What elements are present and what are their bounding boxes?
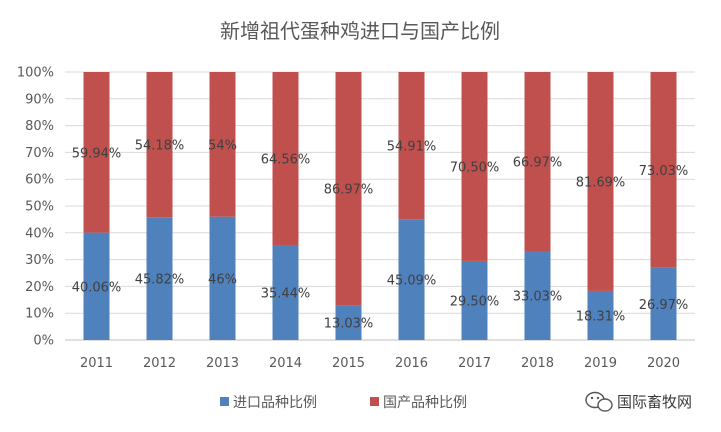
chart-title: 新增祖代蛋种鸡进口与国产比例 [220,19,500,43]
bar-segment [272,245,299,340]
bar-segment [209,72,236,217]
data-label: 35.44% [261,287,311,302]
y-tick-label: 30% [25,253,54,268]
bar-segment [398,72,425,220]
bar-segment [587,290,614,340]
x-tick-label: 2012 [143,356,176,371]
bar-segment [83,232,110,340]
watermark-text: 国际畜牧网 [617,393,692,411]
data-label: 59.94% [72,146,122,161]
bar-segment [83,72,110,233]
bar-segment [272,72,299,246]
bar-segment [524,251,551,340]
bar-segment [146,217,173,340]
data-label: 54% [208,138,237,153]
data-label: 29.50% [450,294,500,309]
y-tick-label: 60% [25,173,54,188]
data-label: 26.97% [639,298,689,313]
x-tick-label: 2015 [332,356,365,371]
y-tick-label: 20% [25,280,54,295]
data-label: 33.03% [513,290,563,305]
y-tick-label: 40% [25,226,54,241]
data-label: 73.03% [639,164,689,179]
bar-segment [587,72,614,291]
x-tick-label: 2019 [584,356,617,371]
legend-label: 进口品种比例 [233,395,317,411]
x-axis: 2011 2012 2013 2014 2015 2016 2017 2018 2019 2020 [80,356,680,371]
y-tick-label: 80% [25,119,54,134]
data-label: 81.69% [576,175,626,190]
legend: 进口品种比例 国产品种比例 [220,395,467,411]
y-tick-label: 70% [25,146,54,161]
bar-segment [146,72,173,218]
bar-segment [209,216,236,340]
data-label: 54.91% [387,140,437,155]
y-tick-label: 50% [25,200,54,215]
legend-swatch [370,397,379,406]
bar-segment [650,267,677,340]
data-label: 86.97% [324,183,374,198]
data-label: 13.03% [324,317,374,332]
y-tick-label: 10% [25,307,54,322]
bar-segment [461,260,488,340]
bar-segment [461,72,488,261]
bar-segment [524,72,551,252]
data-label: 66.97% [513,156,563,171]
x-tick-label: 2014 [269,356,302,371]
y-tick-label: 100% [17,66,54,81]
x-tick-label: 2011 [80,356,113,371]
y-tick-label: 90% [25,92,54,107]
bars: 40.06% 59.94% 45.82% 54.18% 46% 54% 35.44% 64.5… [72,72,689,340]
x-tick-label: 2020 [647,356,680,371]
legend-swatch [220,397,229,406]
x-tick-label: 2017 [458,356,491,371]
y-axis: 0% 10% 20% 30% 40% 50% 60% 70% 80% 90% 100% [17,66,54,349]
bar-segment [335,305,362,340]
data-label: 45.09% [387,274,437,289]
data-label: 70.50% [450,160,500,175]
x-tick-label: 2013 [206,356,239,371]
y-tick-label: 0% [33,334,54,349]
data-label: 40.06% [72,280,122,295]
legend-label: 国产品种比例 [383,395,467,411]
watermark: 国际畜牧网 [585,391,692,412]
data-label: 64.56% [261,153,311,168]
wechat-icon [585,391,613,412]
data-label: 46% [208,272,237,287]
bar-segment [650,72,677,268]
data-label: 54.18% [135,139,185,154]
x-tick-label: 2018 [521,356,554,371]
data-label: 18.31% [576,309,626,324]
data-label: 45.82% [135,273,185,288]
x-tick-label: 2016 [395,356,428,371]
bar-segment [335,72,362,306]
bar-segment [398,219,425,340]
